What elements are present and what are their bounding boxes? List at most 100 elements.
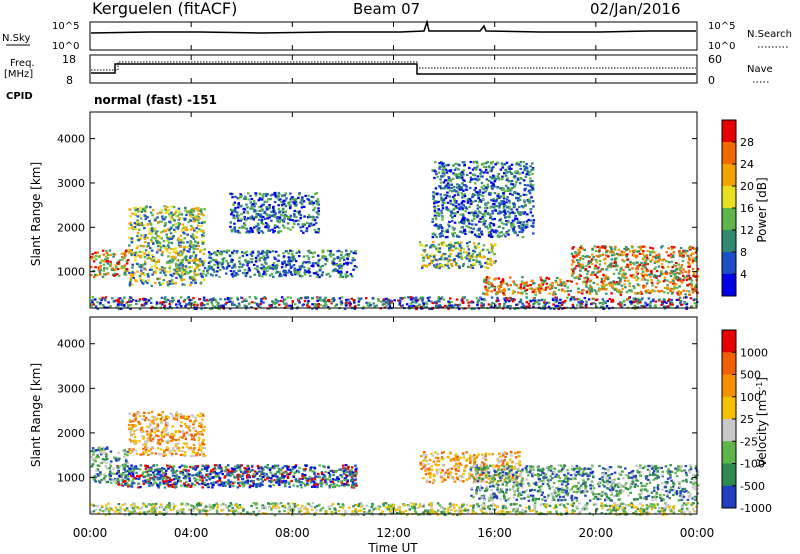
echo-cell — [432, 255, 436, 258]
echo-cell — [132, 432, 135, 436]
echo-cell — [144, 208, 147, 211]
echo-cell — [493, 185, 496, 188]
echo-cell — [150, 430, 153, 433]
echo-cell — [500, 235, 503, 238]
echo-cell — [491, 212, 494, 215]
echo-cell — [519, 283, 523, 286]
echo-cell — [202, 453, 205, 456]
echo-cell — [685, 289, 688, 293]
echo-cell — [303, 205, 306, 208]
echo-cell — [481, 248, 485, 251]
echo-cell — [161, 301, 165, 304]
echo-cell — [236, 250, 239, 253]
echo-cell — [158, 268, 162, 271]
echo-cell — [523, 199, 526, 202]
echo-cell — [670, 301, 674, 304]
echo-cell — [644, 285, 647, 288]
echo-cell — [632, 285, 635, 288]
echo-cell — [180, 272, 184, 275]
echo-cell — [552, 291, 555, 294]
echo-cell — [170, 248, 173, 251]
echo-cell — [159, 271, 162, 274]
echo-cell — [308, 225, 311, 228]
echo-cell — [462, 215, 465, 218]
echo-cell — [116, 273, 119, 276]
echo-cell — [109, 474, 112, 477]
echo-cell — [485, 276, 489, 279]
echo-cell — [694, 257, 697, 260]
echo-cell — [669, 275, 673, 278]
echo-cell — [254, 297, 258, 300]
echo-cell — [617, 253, 621, 256]
echo-cell — [560, 303, 564, 306]
echo-cell — [522, 304, 525, 307]
echo-cell — [493, 217, 496, 221]
echo-cell — [445, 164, 448, 167]
echo-cell — [491, 187, 494, 190]
echo-cell — [377, 298, 380, 301]
echo-cell — [519, 164, 522, 167]
echo-cell — [270, 306, 274, 309]
echo-cell — [459, 249, 462, 252]
echo-cell — [195, 266, 198, 269]
echo-cell — [315, 192, 319, 195]
echo-cell — [507, 233, 510, 236]
echo-cell — [188, 243, 192, 246]
echo-cell — [156, 447, 160, 450]
echo-cell — [272, 210, 275, 213]
echo-cell — [248, 198, 251, 201]
echo-cell — [324, 263, 327, 266]
echo-cell — [134, 259, 137, 262]
echo-cell — [530, 189, 533, 192]
echo-cell — [566, 286, 569, 289]
echo-cell — [139, 429, 143, 432]
echo-cell — [156, 230, 159, 233]
echo-cell — [437, 171, 441, 174]
echo-cell — [671, 254, 675, 257]
echo-cell — [465, 257, 469, 260]
echo-cell — [694, 275, 697, 278]
echo-cell — [447, 223, 450, 226]
echo-cell — [109, 253, 112, 257]
echo-cell — [441, 243, 444, 246]
echo-cell — [484, 262, 487, 265]
echo-cell — [130, 223, 133, 226]
echo-cell — [99, 471, 102, 474]
echo-cell — [425, 253, 429, 256]
echo-cell — [106, 446, 109, 449]
echo-cell — [513, 225, 516, 228]
echo-cell — [113, 300, 116, 303]
echo-cell — [172, 438, 175, 441]
echo-cell — [264, 194, 268, 197]
echo-cell — [532, 219, 536, 222]
echo-cell — [236, 206, 240, 209]
echo-cell — [104, 474, 108, 477]
echo-cell — [431, 169, 434, 172]
echo-cell — [680, 255, 684, 258]
echo-cell — [198, 217, 201, 220]
echo-cell — [280, 275, 283, 278]
echo-cell — [464, 210, 467, 213]
echo-cell — [691, 257, 694, 260]
echo-cell — [677, 298, 680, 301]
echo-cell — [147, 244, 150, 247]
echo-cell — [685, 296, 688, 299]
echo-cell — [507, 229, 511, 232]
echo-cell — [572, 270, 575, 273]
echo-cell — [124, 273, 128, 276]
echo-cell — [340, 300, 343, 303]
echo-cell — [510, 172, 514, 175]
echo-cell — [506, 206, 509, 209]
echo-cell — [525, 292, 528, 295]
echo-cell — [134, 256, 137, 259]
echo-cell — [172, 268, 176, 271]
echo-cell — [236, 298, 240, 301]
echo-cell — [663, 287, 667, 290]
echo-cell — [617, 248, 620, 251]
echo-cell — [155, 303, 158, 306]
echo-cell — [307, 214, 311, 217]
echo-cell — [500, 283, 503, 286]
echo-cell — [422, 304, 425, 307]
echo-cell — [496, 235, 500, 238]
echo-cell — [654, 304, 657, 307]
